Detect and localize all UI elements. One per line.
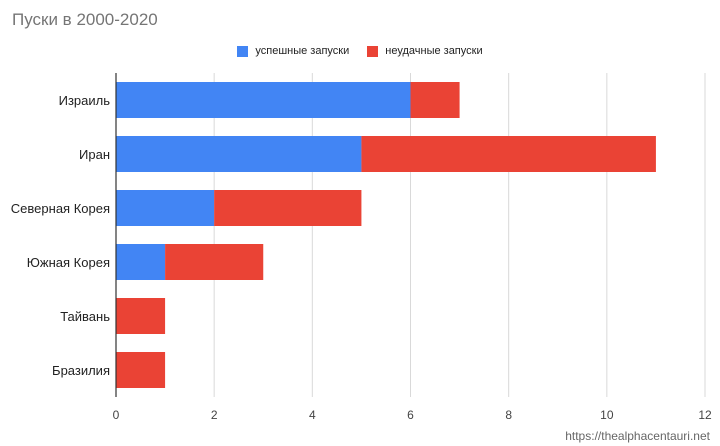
bar-success	[116, 82, 411, 118]
bar-failure	[214, 190, 362, 226]
chart-title: Пуски в 2000-2020	[12, 10, 158, 29]
legend-item-success: успешные запуски	[237, 45, 349, 57]
bar-failure	[165, 244, 264, 280]
legend-swatch-failure	[367, 45, 379, 57]
x-tick-label: 6	[407, 408, 414, 422]
x-tick-label: 8	[505, 408, 512, 422]
legend-item-failure: неудачные запуски	[367, 45, 483, 57]
category-label: Бразилия	[52, 363, 110, 378]
x-tick-label: 10	[600, 408, 614, 422]
bar-success	[116, 244, 166, 280]
bar-failure	[410, 82, 460, 118]
bar-success	[116, 190, 215, 226]
legend-label-failure: неудачные запуски	[385, 45, 483, 57]
legend-label-success: успешные запуски	[255, 45, 350, 57]
source-watermark: https://thealphacentauri.net	[565, 429, 710, 443]
category-label: Израиль	[59, 93, 111, 108]
x-tick-label: 4	[309, 408, 316, 422]
category-label: Северная Корея	[11, 201, 110, 216]
category-label: Тайвань	[60, 309, 110, 324]
chart-legend: успешные запуски неудачные запуски	[0, 45, 720, 57]
category-label: Южная Корея	[27, 255, 110, 270]
bar-success	[116, 136, 362, 172]
x-tick-label: 0	[113, 408, 120, 422]
bar-failure	[116, 298, 166, 334]
x-tick-label: 2	[211, 408, 218, 422]
x-tick-label: 12	[698, 408, 712, 422]
legend-swatch-success	[237, 45, 249, 57]
category-label: Иран	[79, 147, 110, 162]
bar-failure	[116, 352, 166, 388]
bar-failure	[361, 136, 656, 172]
